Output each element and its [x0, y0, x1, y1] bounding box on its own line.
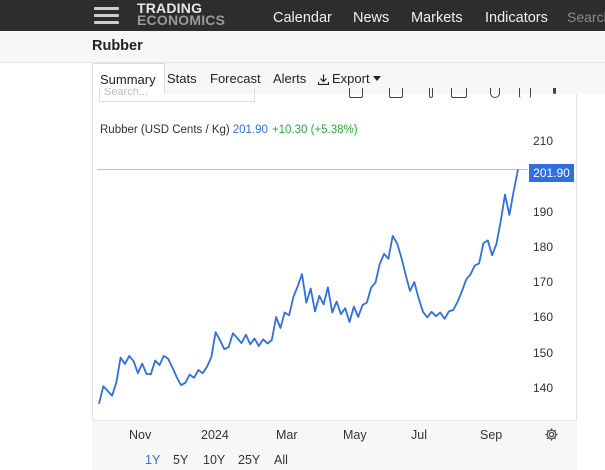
x-tick-label: Jul	[411, 428, 427, 442]
legend-series-name: Rubber (USD Cents / Kg)	[100, 124, 230, 136]
export-label: Export	[332, 71, 370, 86]
compare-icon[interactable]	[389, 88, 403, 98]
x-tick-label: Sep	[480, 428, 503, 442]
x-tick-label: Nov	[129, 428, 152, 442]
y-tick-label: 160	[533, 310, 554, 325]
legend-change: +10.30 (+5.38%)	[271, 124, 358, 136]
y-tick-label: 190	[533, 204, 554, 219]
nav-calendar[interactable]: Calendar	[273, 10, 332, 26]
nav-news[interactable]: News	[353, 10, 390, 26]
chart-panel: Search...	[92, 88, 577, 470]
y-tick-label: 140	[533, 381, 554, 395]
top-search-input[interactable]: Search	[567, 9, 605, 25]
x-axis	[92, 420, 577, 450]
pin-icon[interactable]	[429, 88, 433, 98]
range-1y[interactable]: 1Y	[145, 453, 161, 467]
nav-indicators[interactable]: Indicators	[485, 10, 548, 26]
gear-icon[interactable]	[544, 427, 559, 442]
y-tick-label: 150	[533, 345, 554, 360]
top-nav-bar: TRADING ECONOMICS Calendar News Markets …	[0, 0, 605, 31]
fullscreen-icon[interactable]	[519, 88, 531, 98]
series-line-rubber	[98, 169, 519, 405]
download-icon	[318, 74, 329, 85]
chevron-down-icon	[372, 76, 381, 81]
page-title-bar: Rubber	[0, 31, 605, 63]
range-5y[interactable]: 5Y	[173, 453, 189, 467]
chart-search-input[interactable]: Search...	[99, 88, 255, 102]
last-value-label: 201.90	[529, 164, 574, 182]
y-tick-label: 170	[533, 275, 554, 290]
range-all[interactable]: All	[274, 453, 288, 467]
more-icon[interactable]	[553, 88, 556, 94]
range-selector: 1Y 5Y 10Y 25Y All	[92, 450, 577, 470]
y-tick-label: 210	[533, 133, 554, 148]
trading-economics-logo[interactable]: TRADING ECONOMICS	[137, 0, 226, 28]
reset-icon[interactable]	[490, 88, 500, 98]
nav-markets[interactable]: Markets	[411, 10, 463, 26]
chart-tool-icon[interactable]	[349, 88, 363, 98]
x-tick-label: May	[343, 428, 367, 442]
menu-icon[interactable]	[94, 7, 119, 25]
x-tick-label: 2024	[201, 428, 229, 442]
page-title: Rubber	[92, 38, 143, 54]
tab-forecast[interactable]: Forecast	[210, 71, 261, 86]
legend-value: 201.90	[232, 124, 268, 136]
embed-icon[interactable]	[451, 88, 467, 98]
range-25y[interactable]: 25Y	[238, 453, 261, 467]
logo-line-2: ECONOMICS	[137, 12, 226, 28]
y-tick-label: 180	[533, 239, 554, 254]
tab-export[interactable]: Export	[318, 71, 381, 86]
range-10y[interactable]: 10Y	[203, 453, 226, 467]
tab-alerts[interactable]: Alerts	[273, 71, 307, 86]
x-tick-label: Mar	[276, 428, 298, 442]
tab-stats[interactable]: Stats	[167, 71, 197, 86]
tab-summary[interactable]: Summary	[92, 63, 165, 95]
chart-legend: Rubber (USD Cents / Kg) 201.90 +10.30 (+5.…	[100, 124, 358, 136]
logo-line-1: TRADING	[137, 0, 203, 16]
